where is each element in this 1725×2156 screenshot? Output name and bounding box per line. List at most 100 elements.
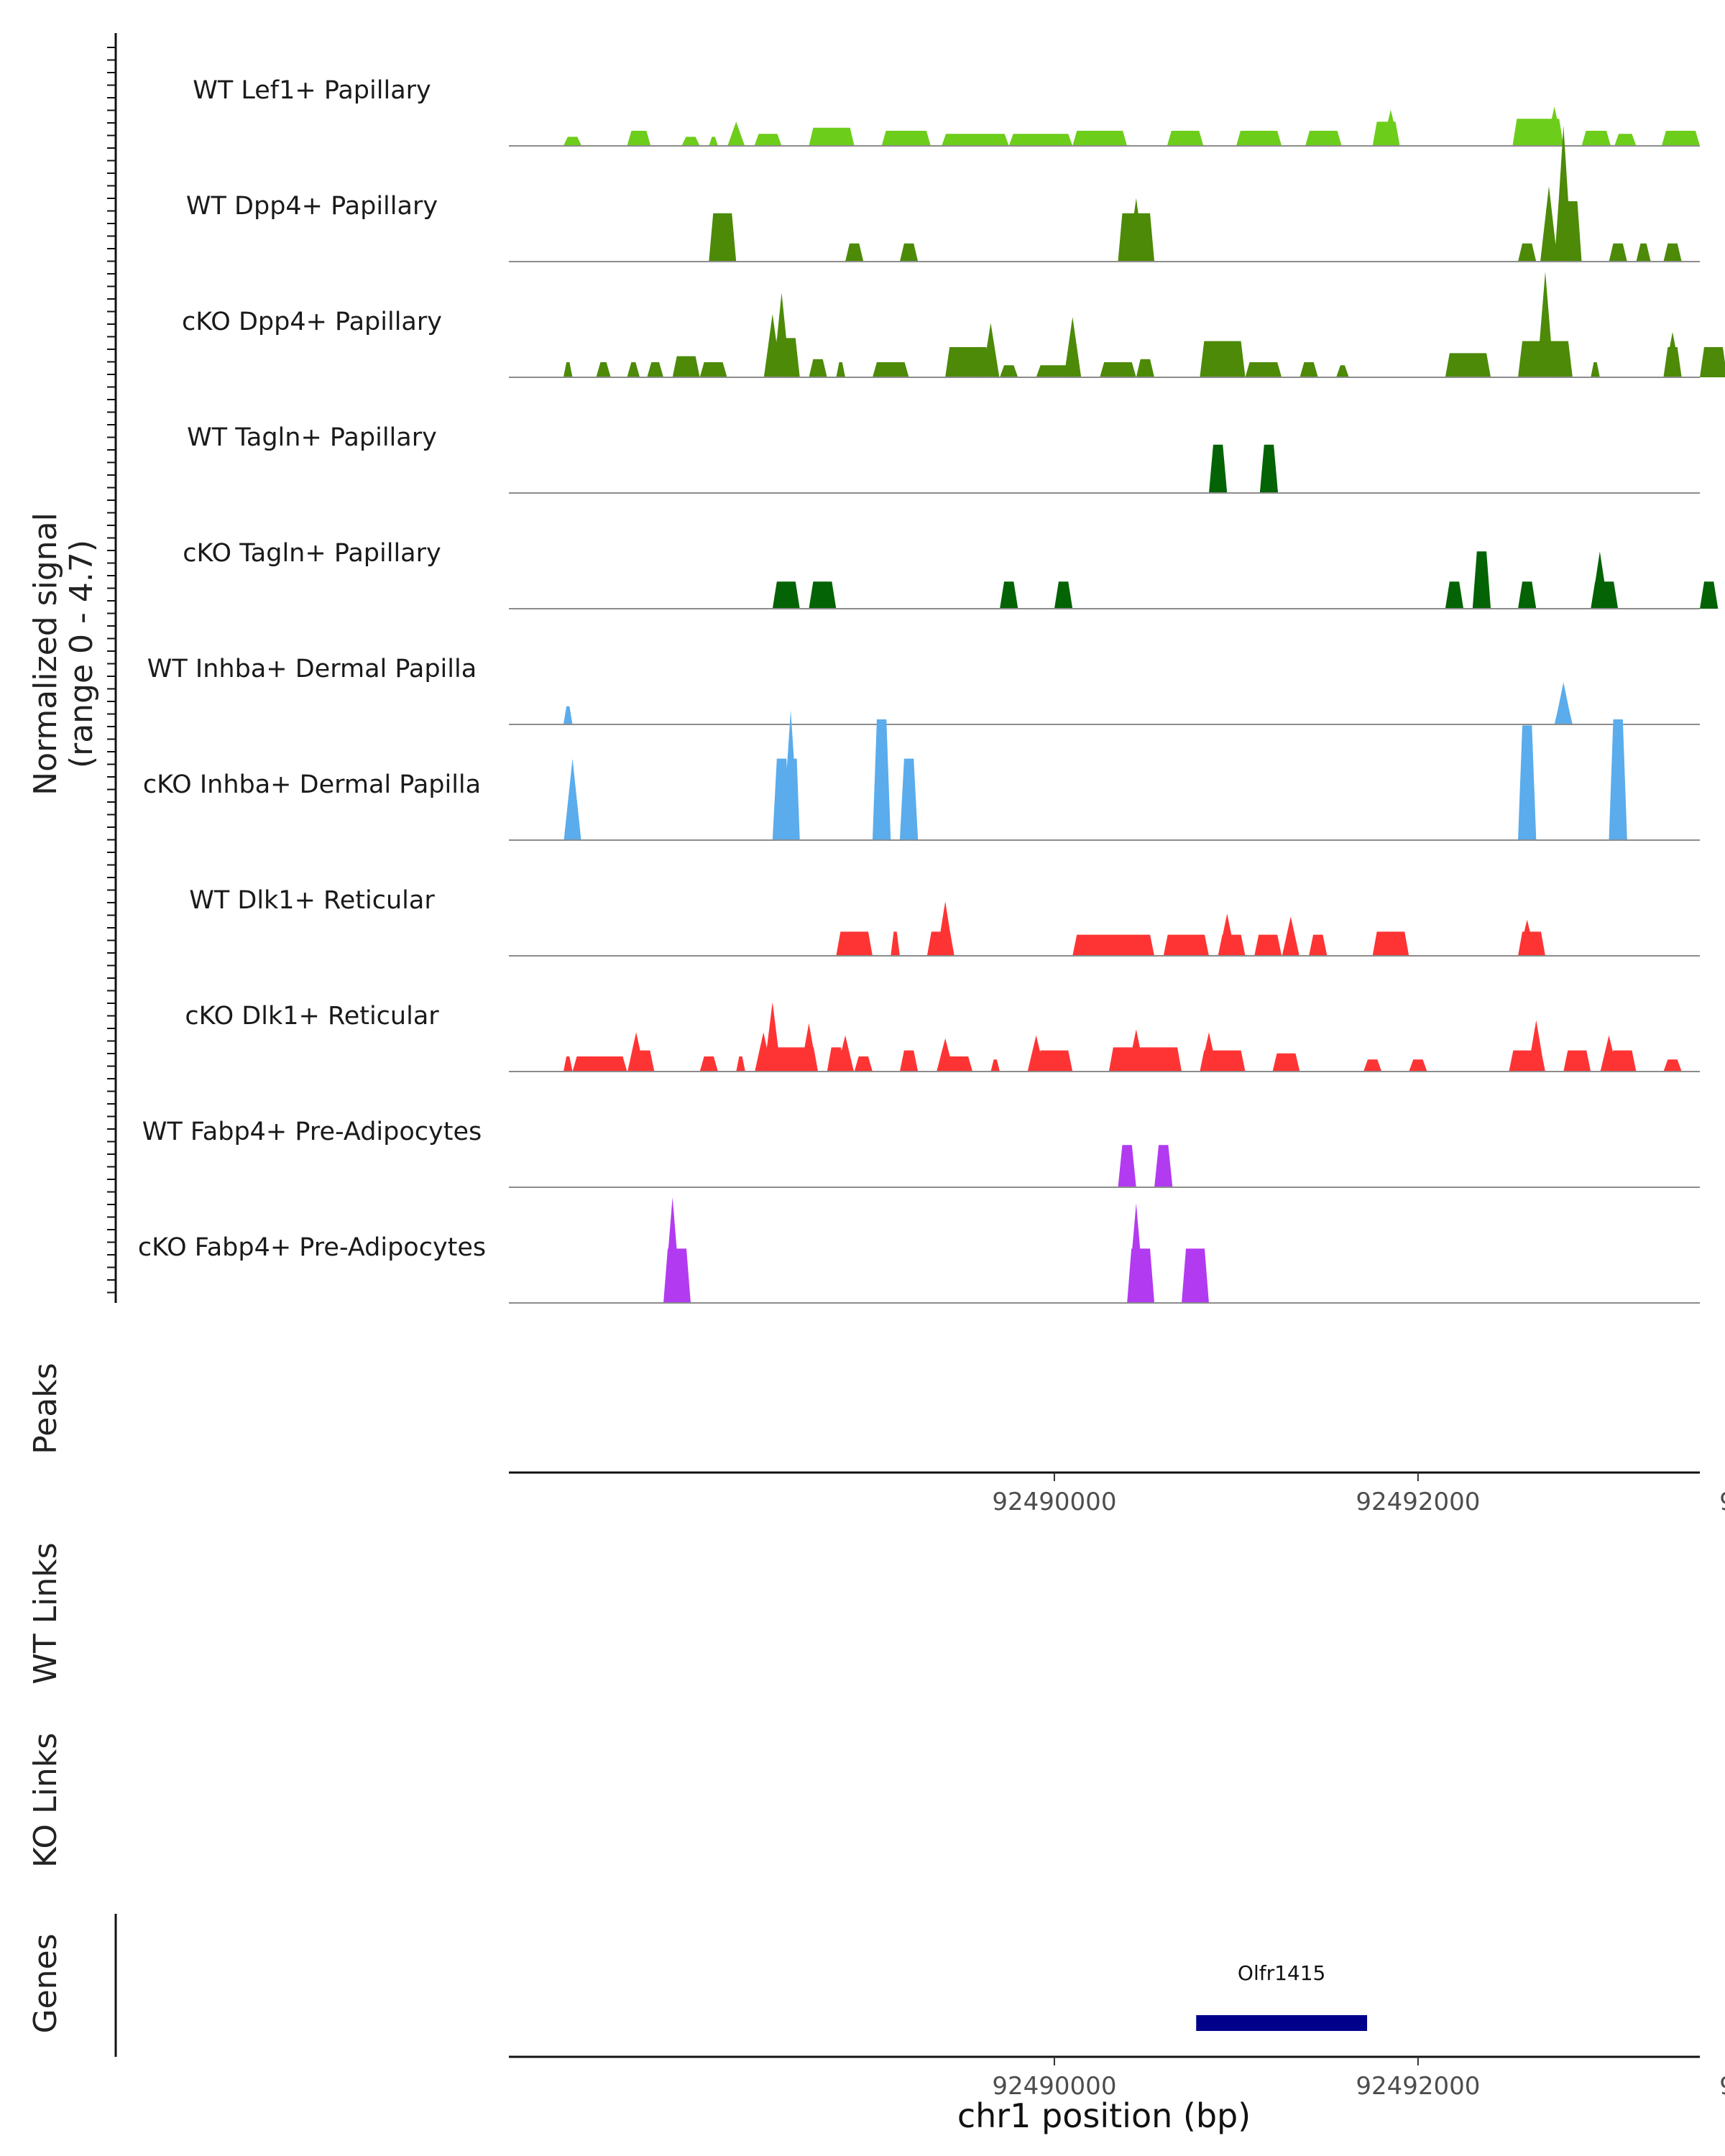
- signal-segment: [1136, 359, 1155, 377]
- x-axis-label: chr1 position (bp): [957, 2096, 1251, 2135]
- genes-panel-label: Genes: [27, 1933, 64, 2033]
- signal-segment: [1163, 934, 1209, 956]
- gene-track: Olfr1415: [1196, 1961, 1368, 2031]
- y-axis-label: Normalized signal: [27, 512, 64, 796]
- track-label: WT Lef1+ Papillary: [193, 76, 431, 105]
- signal-peak: [1127, 198, 1145, 262]
- gene-label: Olfr1415: [1238, 1961, 1325, 1985]
- signal-peak: [1218, 913, 1236, 956]
- track-label: cKO Inhba+ Dermal Papilla: [143, 770, 481, 799]
- signal-segment: [563, 137, 582, 146]
- signal-peak: [1540, 186, 1558, 262]
- signal-segment: [1008, 134, 1073, 146]
- signal-segment: [1272, 1053, 1300, 1072]
- signal-peak: [1664, 332, 1682, 377]
- signal-peak: [1545, 106, 1563, 146]
- signal-peak: [1381, 109, 1399, 146]
- signal-segment: [1614, 134, 1637, 146]
- signal-peak: [1518, 919, 1536, 956]
- signal-segment: [1336, 365, 1349, 377]
- signal-segment: [1591, 362, 1600, 377]
- signal-segment: [1118, 1145, 1136, 1187]
- signal-segment: [699, 362, 727, 377]
- signal-peak: [982, 323, 1000, 377]
- peaks-x-tick-label: 92494000: [1719, 1488, 1725, 1516]
- signal-segment: [1054, 581, 1073, 609]
- track-label: WT Fabp4+ Pre-Adipocytes: [142, 1118, 482, 1146]
- signal-segment: [1700, 581, 1719, 609]
- signal-peak: [727, 121, 745, 146]
- signal-segment: [836, 931, 873, 956]
- peaks-panel-label: Peaks: [27, 1363, 64, 1454]
- signal-segment: [1472, 551, 1491, 609]
- gene-body: [1196, 2015, 1368, 2031]
- signal-segment: [845, 243, 864, 262]
- signal-segment: [891, 931, 900, 956]
- signal-segment: [754, 134, 782, 146]
- signal-segment: [1663, 243, 1682, 262]
- signal-segment: [942, 134, 1009, 146]
- signal-segment: [1245, 362, 1282, 377]
- signal-peak: [782, 710, 800, 840]
- signal-segment: [1072, 934, 1155, 956]
- wt-links-panel-label: WT Links: [27, 1542, 64, 1684]
- signal-segment: [1000, 365, 1018, 377]
- signal-peak: [1555, 126, 1573, 262]
- ko-links-panel-label: KO Links: [27, 1733, 64, 1868]
- signal-segment: [1445, 581, 1464, 609]
- signal-segment: [1154, 1145, 1173, 1187]
- signal-segment: [1700, 347, 1725, 377]
- signal-peak: [1536, 272, 1554, 377]
- signal-peak: [1555, 682, 1573, 724]
- signal-peak: [800, 1023, 818, 1072]
- genes-x-tick-label: 92494000: [1719, 2072, 1725, 2101]
- genes-x-tick-label: 92492000: [1356, 2072, 1480, 2101]
- signal-peak: [1591, 551, 1609, 609]
- signal-segment: [1518, 581, 1537, 609]
- track-label: cKO Dlk1+ Reticular: [185, 1002, 439, 1031]
- signal-segment: [1636, 243, 1651, 262]
- signal-peak: [1127, 1203, 1145, 1303]
- track-label: cKO Fabp4+ Pre-Adipocytes: [138, 1233, 486, 1262]
- signal-segment: [1236, 131, 1282, 146]
- signal-segment: [1372, 931, 1409, 956]
- signal-peak: [937, 1038, 954, 1072]
- signal-segment: [1609, 719, 1627, 840]
- signal-peak: [1064, 317, 1082, 377]
- signal-peak: [1027, 1035, 1045, 1072]
- track-label: cKO Dpp4+ Papillary: [182, 308, 442, 336]
- signal-segment: [899, 243, 919, 262]
- signal-segment: [1663, 1059, 1682, 1072]
- signal-segment: [1072, 131, 1128, 146]
- signal-segment: [1300, 362, 1318, 377]
- signal-peak: [773, 292, 791, 377]
- track-label: WT Inhba+ Dermal Papilla: [147, 655, 477, 683]
- signal-segment: [1661, 131, 1700, 146]
- signal-segment: [709, 137, 718, 146]
- signal-peak: [937, 901, 954, 956]
- signal-segment: [854, 1056, 873, 1072]
- signal-segment: [1100, 362, 1136, 377]
- peaks-x-tick-label: 92490000: [992, 1488, 1116, 1516]
- signal-peak: [627, 1032, 645, 1072]
- signal-segment: [809, 127, 855, 146]
- signal-segment: [1363, 1059, 1382, 1072]
- signal-segment: [809, 581, 837, 609]
- signal-segment: [1259, 444, 1279, 493]
- signal-segment: [899, 758, 919, 840]
- signal-segment: [563, 706, 573, 724]
- signal-peak: [1600, 1035, 1618, 1072]
- signal-segment: [990, 1059, 1000, 1072]
- signal-segment: [1445, 353, 1491, 377]
- signal-peak: [1282, 916, 1300, 956]
- signal-segment: [1036, 1050, 1073, 1072]
- signal-segment: [1200, 341, 1246, 377]
- signal-segment: [872, 719, 891, 840]
- signal-segment: [709, 213, 737, 262]
- signal-segment: [899, 1050, 919, 1072]
- signal-segment: [1167, 131, 1204, 146]
- signal-segment: [699, 1056, 718, 1072]
- track-label: cKO Tagln+ Papillary: [183, 539, 441, 568]
- signal-segment: [1182, 1248, 1209, 1303]
